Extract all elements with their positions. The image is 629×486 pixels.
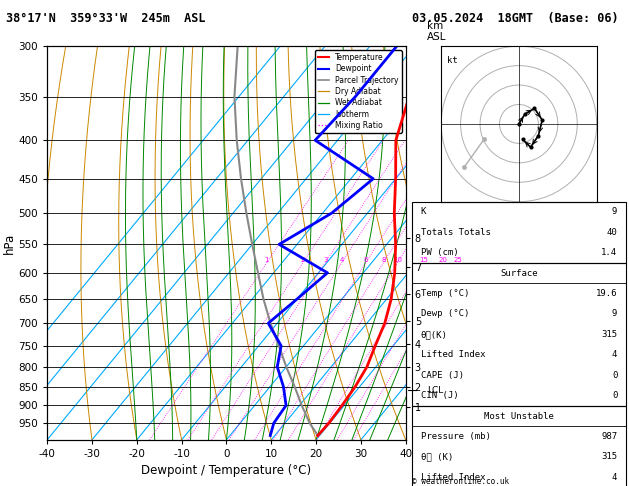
Y-axis label: hPa: hPa (3, 232, 16, 254)
Text: 25: 25 (454, 257, 463, 263)
Text: 40: 40 (606, 228, 617, 237)
X-axis label: Dewpoint / Temperature (°C): Dewpoint / Temperature (°C) (142, 465, 311, 477)
Text: Temp (°C): Temp (°C) (421, 289, 469, 298)
Text: CIN (J): CIN (J) (421, 391, 458, 400)
Text: 1.4: 1.4 (601, 248, 617, 257)
Text: 4: 4 (340, 257, 344, 263)
Text: 15: 15 (420, 257, 428, 263)
Y-axis label: km
ASL: km ASL (427, 20, 447, 42)
Text: PW (cm): PW (cm) (421, 248, 458, 257)
Text: Lifted Index: Lifted Index (421, 473, 485, 482)
Text: 4: 4 (612, 473, 617, 482)
Text: 03.05.2024  18GMT  (Base: 06): 03.05.2024 18GMT (Base: 06) (412, 12, 618, 25)
Text: 0: 0 (612, 391, 617, 400)
Text: 4: 4 (612, 350, 617, 359)
Text: LCL: LCL (427, 386, 443, 395)
Text: θᴇ (K): θᴇ (K) (421, 452, 453, 461)
Text: Pressure (mb): Pressure (mb) (421, 432, 491, 441)
Text: 315: 315 (601, 452, 617, 461)
Text: © weatheronline.co.uk: © weatheronline.co.uk (412, 477, 509, 486)
Text: 987: 987 (601, 432, 617, 441)
Text: 20: 20 (438, 257, 447, 263)
Text: Dewp (°C): Dewp (°C) (421, 310, 469, 318)
Text: CAPE (J): CAPE (J) (421, 371, 464, 380)
Text: 9: 9 (612, 310, 617, 318)
Text: 3: 3 (323, 257, 328, 263)
Text: 2: 2 (301, 257, 305, 263)
Text: 315: 315 (601, 330, 617, 339)
Text: 19.6: 19.6 (596, 289, 617, 298)
Text: 10: 10 (393, 257, 402, 263)
Text: Totals Totals: Totals Totals (421, 228, 491, 237)
Text: Most Unstable: Most Unstable (484, 412, 554, 420)
Text: 1: 1 (264, 257, 269, 263)
Text: Surface: Surface (500, 269, 538, 278)
Text: 9: 9 (612, 208, 617, 216)
Legend: Temperature, Dewpoint, Parcel Trajectory, Dry Adiabat, Wet Adiabat, Isotherm, Mi: Temperature, Dewpoint, Parcel Trajectory… (314, 50, 402, 133)
Text: kt: kt (447, 55, 458, 65)
Text: Lifted Index: Lifted Index (421, 350, 485, 359)
Text: 38°17'N  359°33'W  245m  ASL: 38°17'N 359°33'W 245m ASL (6, 12, 206, 25)
Text: 8: 8 (381, 257, 386, 263)
Text: θᴇ(K): θᴇ(K) (421, 330, 447, 339)
Text: K: K (421, 208, 426, 216)
Text: 0: 0 (612, 371, 617, 380)
Text: 6: 6 (364, 257, 368, 263)
